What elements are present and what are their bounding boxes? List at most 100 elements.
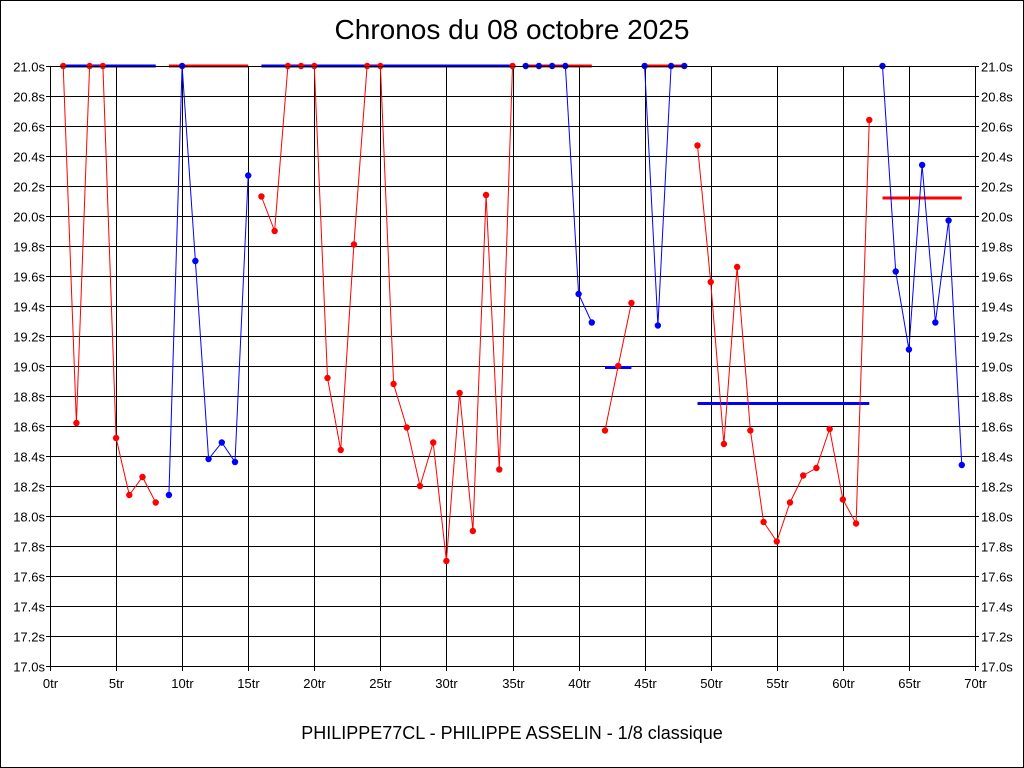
data-point bbox=[733, 263, 741, 271]
y-tick-label-right: 17.2s bbox=[981, 630, 1013, 645]
series-line bbox=[62, 65, 157, 503]
y-tick-label-right: 19.4s bbox=[981, 300, 1013, 315]
data-point bbox=[866, 116, 873, 124]
data-point bbox=[456, 389, 463, 397]
data-point bbox=[73, 419, 80, 427]
y-tick-label-left: 20.4s bbox=[13, 150, 45, 165]
series-line bbox=[882, 65, 963, 466]
data-point bbox=[615, 362, 622, 370]
data-point bbox=[496, 466, 503, 473]
series-line bbox=[525, 65, 593, 323]
data-point bbox=[905, 346, 913, 353]
data-point bbox=[601, 427, 609, 434]
y-tick-label-left: 18.0s bbox=[13, 510, 45, 525]
data-point bbox=[945, 217, 952, 224]
y-tick-label-right: 20.8s bbox=[981, 90, 1013, 105]
y-tick-label-left: 20.8s bbox=[13, 90, 45, 105]
y-tick-label-right: 18.6s bbox=[981, 420, 1013, 435]
x-tick-label: 70tr bbox=[964, 676, 987, 691]
data-point bbox=[773, 538, 780, 545]
y-tick-label-right: 18.2s bbox=[981, 480, 1013, 495]
y-tick-label-left: 18.6s bbox=[13, 420, 45, 435]
data-point bbox=[324, 374, 331, 382]
x-tick-label: 35tr bbox=[502, 676, 525, 691]
data-point bbox=[337, 446, 344, 454]
y-tick-label-left: 19.6s bbox=[13, 270, 45, 285]
data-point bbox=[469, 527, 477, 535]
y-tick-label-right: 18.0s bbox=[981, 510, 1013, 525]
data-point bbox=[747, 427, 754, 434]
data-point bbox=[852, 520, 860, 527]
x-tick-label: 45tr bbox=[634, 676, 657, 691]
y-tick-label-left: 17.4s bbox=[13, 600, 45, 615]
chart-title: Chronos du 08 octobre 2025 bbox=[334, 14, 690, 45]
x-tick-label: 40tr bbox=[568, 676, 591, 691]
data-point bbox=[271, 227, 278, 235]
data-point bbox=[416, 482, 424, 490]
data-point bbox=[760, 518, 767, 526]
y-tick-label-left: 17.2s bbox=[13, 630, 45, 645]
data-point bbox=[443, 557, 450, 565]
y-tick-label-right: 19.0s bbox=[981, 360, 1013, 375]
chart-footer: PHILIPPE77CL - PHILIPPE ASSELIN - 1/8 cl… bbox=[301, 723, 723, 743]
data-point bbox=[918, 161, 926, 169]
x-tick-label: 30tr bbox=[435, 676, 458, 691]
data-point bbox=[800, 472, 807, 479]
axis-ticks: 0tr 5tr 10tr 15tr 20tr 25tr 30tr 35tr 40tr 45tr 50… bbox=[13, 60, 1013, 692]
x-tick-label: 20tr bbox=[303, 676, 326, 691]
data-point bbox=[165, 491, 173, 499]
y-tick-label-right: 20.0s bbox=[981, 210, 1013, 225]
y-tick-label-right: 19.8s bbox=[981, 240, 1013, 255]
data-point bbox=[152, 499, 159, 506]
y-tick-label-left: 20.0s bbox=[13, 210, 45, 225]
x-tick-label: 55tr bbox=[766, 676, 789, 691]
x-tick-label: 10tr bbox=[171, 676, 194, 691]
x-tick-label: 25tr bbox=[369, 676, 392, 691]
data-point bbox=[786, 499, 794, 506]
grid-lines bbox=[46, 66, 979, 671]
y-tick-label-right: 19.2s bbox=[981, 330, 1013, 345]
x-tick-label: 60tr bbox=[832, 676, 855, 691]
y-tick-label-right: 17.0s bbox=[981, 660, 1013, 675]
data-point bbox=[654, 322, 662, 329]
y-tick-label-left: 17.6s bbox=[13, 570, 45, 585]
average-lines bbox=[63, 64, 962, 405]
y-tick-label-right: 17.6s bbox=[981, 570, 1013, 585]
data-point bbox=[139, 473, 146, 481]
y-tick-label-left: 18.4s bbox=[13, 450, 45, 465]
data-point bbox=[231, 458, 239, 466]
data-point bbox=[720, 440, 728, 448]
y-tick-label-left: 21.0s bbox=[13, 60, 45, 75]
data-point bbox=[245, 172, 252, 179]
data-point bbox=[430, 439, 437, 446]
series-line bbox=[697, 119, 870, 543]
y-tick-label-left: 19.0s bbox=[13, 360, 45, 375]
data-point bbox=[112, 434, 120, 442]
data-point bbox=[192, 257, 199, 265]
x-tick-label: 5tr bbox=[109, 676, 125, 691]
data-point bbox=[218, 439, 225, 446]
data-point bbox=[892, 268, 899, 275]
y-tick-label-right: 17.8s bbox=[981, 540, 1013, 555]
y-tick-label-left: 19.8s bbox=[13, 240, 45, 255]
data-point bbox=[588, 319, 595, 326]
data-point bbox=[575, 290, 582, 298]
y-tick-label-left: 18.8s bbox=[13, 390, 45, 405]
y-tick-label-right: 20.2s bbox=[981, 180, 1013, 195]
y-tick-label-left: 19.2s bbox=[13, 330, 45, 345]
data-point bbox=[126, 491, 133, 499]
data-point bbox=[958, 461, 965, 469]
data-point bbox=[813, 464, 820, 472]
x-tick-label: 15tr bbox=[237, 676, 260, 691]
data-point bbox=[839, 496, 847, 503]
series-line bbox=[644, 65, 685, 326]
y-tick-label-left: 18.2s bbox=[13, 480, 45, 495]
y-tick-label-right: 18.8s bbox=[981, 390, 1013, 405]
data-point bbox=[258, 193, 265, 200]
y-tick-label-right: 20.4s bbox=[981, 150, 1013, 165]
data-points bbox=[60, 62, 965, 565]
y-tick-label-left: 20.6s bbox=[13, 120, 45, 135]
data-point bbox=[694, 142, 701, 149]
